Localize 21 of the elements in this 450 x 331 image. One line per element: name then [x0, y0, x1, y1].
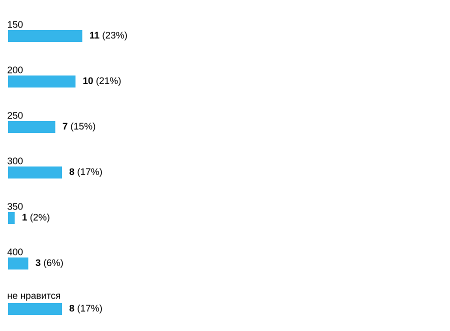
y-tick-label: не нравится [8, 294, 60, 301]
bar [8, 302, 62, 315]
bar [8, 121, 56, 133]
data-label: 8 (17%) [70, 304, 102, 314]
bar [8, 30, 82, 42]
bar [8, 212, 15, 224]
y-tick-label: 200 [8, 66, 23, 74]
y-tick-label: 250 [8, 112, 23, 119]
data-label: 8 (17%) [70, 168, 102, 177]
data-label: 3 (6%) [36, 259, 63, 268]
data-label: 1 (2%) [22, 214, 50, 222]
data-label: 11 (23%) [90, 32, 127, 40]
data-label: 10 (21%) [83, 77, 121, 86]
bar [8, 257, 28, 270]
bar [8, 166, 62, 178]
data-label: 7 (15%) [62, 122, 96, 132]
bar [8, 76, 76, 88]
y-tick-label: 400 [7, 248, 23, 256]
y-tick-label: 150 [8, 21, 23, 28]
y-tick-label: 300 [8, 158, 23, 164]
y-tick-label: 350 [8, 203, 23, 210]
